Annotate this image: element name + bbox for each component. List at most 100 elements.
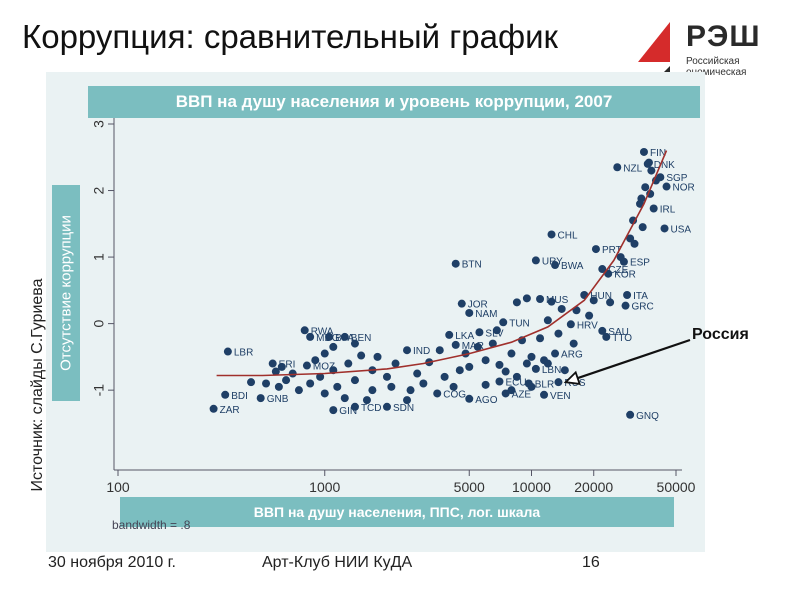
data-point (630, 239, 639, 248)
data-point (433, 389, 442, 398)
data-point (501, 367, 510, 376)
chart-panel: -1 0 1 2 3 100 1000 5000 10000 20000 50000 FIN NZL DN… (46, 72, 705, 552)
data-point (598, 265, 607, 274)
data-point (387, 382, 396, 391)
y-tick-label: 2 (91, 186, 107, 194)
point-label: ECU (505, 378, 526, 389)
point-label: GRC (632, 302, 654, 313)
point-label: GNQ (636, 411, 659, 422)
data-point (524, 379, 533, 388)
point-label: BDI (231, 391, 248, 402)
point-label: BWA (561, 261, 584, 272)
point-label: ARG (561, 350, 583, 361)
data-point (606, 298, 615, 307)
nes-logo: РЭШ Российская ономическая ола (636, 18, 796, 98)
point-label: NZL (623, 163, 642, 174)
data-point (440, 372, 449, 381)
x-tick-label: 20000 (574, 479, 613, 495)
point-label: MOZ (313, 362, 335, 373)
x-axis-label: ВВП на душу населения, ППС, лог. шкала (120, 497, 674, 527)
data-point (536, 334, 545, 343)
point-label: AZE (512, 389, 532, 400)
data-point (639, 147, 648, 156)
data-point (626, 234, 635, 243)
data-point (536, 294, 545, 303)
data-point (340, 332, 349, 341)
data-point (554, 329, 563, 338)
data-point (320, 349, 329, 358)
data-point (413, 369, 422, 378)
logo-subtitle-line: ономическая (686, 67, 747, 78)
data-point (488, 339, 497, 348)
point-label: COG (443, 389, 466, 400)
footer-event: Арт-Клуб НИИ КуДА (262, 554, 413, 571)
data-point (403, 346, 412, 355)
point-label: TCD (361, 403, 382, 414)
data-point (451, 259, 460, 268)
data-point (306, 332, 315, 341)
data-point (419, 379, 428, 388)
scatter-chart: -1 0 1 2 3 100 1000 5000 10000 20000 50000 FIN NZL DN… (91, 118, 696, 495)
data-point (368, 386, 377, 395)
slide-title: Коррупция: сравнительный график (22, 18, 558, 55)
data-point (621, 301, 630, 310)
point-label: IND (413, 346, 430, 357)
point-label: USA (671, 224, 692, 235)
y-tick-label: 0 (91, 320, 107, 328)
point-label: LKA (455, 331, 474, 342)
point-label: SDN (393, 403, 414, 414)
point-label: SLV (485, 328, 503, 339)
data-point (499, 318, 508, 327)
point-label: ESP (630, 258, 650, 269)
data-point (623, 291, 632, 300)
y-axis-label: Отсутствие коррупции (52, 185, 80, 401)
point-label: HUN (590, 291, 612, 302)
data-point (522, 294, 531, 303)
data-point (451, 340, 460, 349)
data-point (288, 369, 297, 378)
data-point (547, 297, 556, 306)
point-label: SGP (666, 173, 687, 184)
data-point (435, 346, 444, 355)
data-point (311, 356, 320, 365)
data-point (465, 394, 474, 403)
data-point (457, 299, 466, 308)
data-point (302, 361, 311, 370)
point-label: BLR (535, 380, 554, 391)
point-label: NOR (673, 183, 695, 194)
data-point (209, 404, 218, 413)
data-point (475, 328, 484, 337)
data-point (221, 390, 230, 399)
point-label: PRT (602, 245, 622, 256)
footer-date: 30 ноября 2010 г. (48, 554, 176, 571)
bandwidth-note: bandwidth = .8 (112, 518, 191, 532)
data-point (495, 377, 504, 386)
point-label: FIN (650, 148, 666, 159)
data-point (271, 367, 280, 376)
point-label: ITA (633, 291, 648, 302)
source-note-text: Источник: слайды С.Гуриева (29, 278, 46, 492)
data-point (465, 308, 474, 317)
data-point (591, 245, 600, 254)
data-point (274, 382, 283, 391)
point-label: JOR (468, 300, 488, 311)
data-point (554, 378, 563, 387)
data-point (362, 396, 371, 405)
point-label: GNB (267, 394, 289, 405)
point-label: IRL (660, 205, 676, 216)
y-tick-label: -1 (91, 384, 107, 397)
data-point (540, 390, 549, 399)
x-tick-label: 1000 (309, 479, 340, 495)
data-point (641, 183, 650, 192)
data-point (350, 339, 359, 348)
data-point (406, 386, 415, 395)
data-point (540, 356, 549, 365)
data-point (602, 332, 611, 341)
point-label: TUN (509, 318, 530, 329)
data-point (626, 410, 635, 419)
point-label: ERI (279, 360, 296, 371)
page-number: 16 (582, 554, 600, 571)
data-point (333, 382, 342, 391)
data-point (613, 163, 622, 172)
data-point (357, 351, 366, 360)
